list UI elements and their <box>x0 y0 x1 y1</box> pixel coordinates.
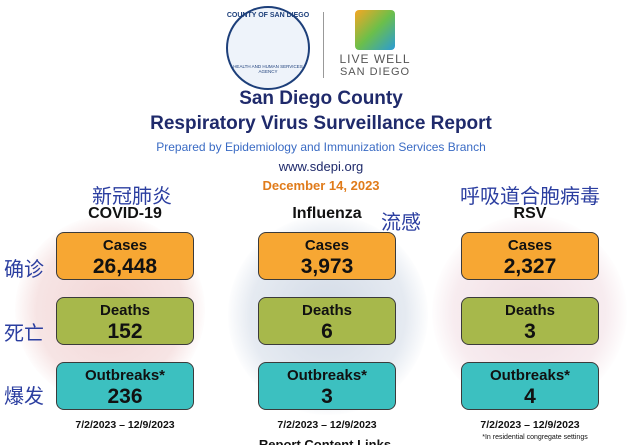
deaths-value: 3 <box>524 320 536 343</box>
column-name-cn: 新冠肺炎 <box>92 184 172 208</box>
cases-box: Cases 2,327 <box>461 232 599 280</box>
divider <box>323 12 324 78</box>
cases-value: 3,973 <box>300 255 354 278</box>
outbreaks-box: Outbreaks* 4 <box>461 362 599 410</box>
outbreaks-value: 4 <box>524 385 536 408</box>
report-date: December 14, 2023 <box>262 178 380 193</box>
county-logo-text: COUNTY OF SAN DIEGO <box>226 12 310 19</box>
live-well-icon <box>355 10 395 50</box>
links-heading: Report Content Links <box>258 437 392 445</box>
outbreaks-label: Outbreaks* <box>84 367 166 384</box>
cases-label: Cases <box>102 237 148 254</box>
row-label: 死亡 <box>4 321 44 345</box>
deaths-box: Deaths 3 <box>461 297 599 345</box>
outbreaks-value: 236 <box>107 385 143 408</box>
date-range: 7/2/2023 – 12/9/2023 <box>277 419 377 431</box>
outbreaks-label: Outbreaks* <box>286 367 368 384</box>
row-label: 爆发 <box>4 384 44 408</box>
deaths-label: Deaths <box>504 302 556 319</box>
deaths-label: Deaths <box>301 302 353 319</box>
county-logo <box>226 6 310 90</box>
cases-value: 26,448 <box>92 255 158 278</box>
outbreaks-label: Outbreaks* <box>489 367 571 384</box>
county-logo-sub: HEALTH AND HUMAN SERVICES AGENCY <box>233 64 303 74</box>
footnote: *In residential congregate settings <box>482 434 588 441</box>
date-range: 7/2/2023 – 12/9/2023 <box>480 419 580 431</box>
date-range: 7/2/2023 – 12/9/2023 <box>75 419 175 431</box>
column-name: RSV <box>513 205 547 222</box>
cases-value: 2,327 <box>503 255 557 278</box>
outbreaks-box: Outbreaks* 3 <box>258 362 396 410</box>
cases-box: Cases 26,448 <box>56 232 194 280</box>
cases-box: Cases 3,973 <box>258 232 396 280</box>
cases-label: Cases <box>304 237 350 254</box>
column-name: Influenza <box>292 205 362 222</box>
column-name: COVID-19 <box>88 205 162 222</box>
deaths-box: Deaths 6 <box>258 297 396 345</box>
live-well-text: LIVE WELL <box>339 52 411 66</box>
title: San Diego County <box>239 88 403 109</box>
cases-label: Cases <box>507 237 553 254</box>
deaths-label: Deaths <box>99 302 151 319</box>
column-name-cn: 流感 <box>381 210 421 234</box>
row-label: 确诊 <box>4 257 44 281</box>
column-name-cn: 呼吸道合胞病毒 <box>460 184 600 208</box>
live-well-sub: SAN DIEGO <box>339 66 411 78</box>
website: www.sdepi.org <box>278 159 364 174</box>
deaths-value: 6 <box>321 320 333 343</box>
deaths-value: 152 <box>107 320 143 343</box>
outbreaks-box: Outbreaks* 236 <box>56 362 194 410</box>
deaths-box: Deaths 152 <box>56 297 194 345</box>
outbreaks-value: 3 <box>321 385 333 408</box>
subtitle: Prepared by Epidemiology and Immunizatio… <box>156 140 486 154</box>
title: Respiratory Virus Surveillance Report <box>150 113 492 134</box>
